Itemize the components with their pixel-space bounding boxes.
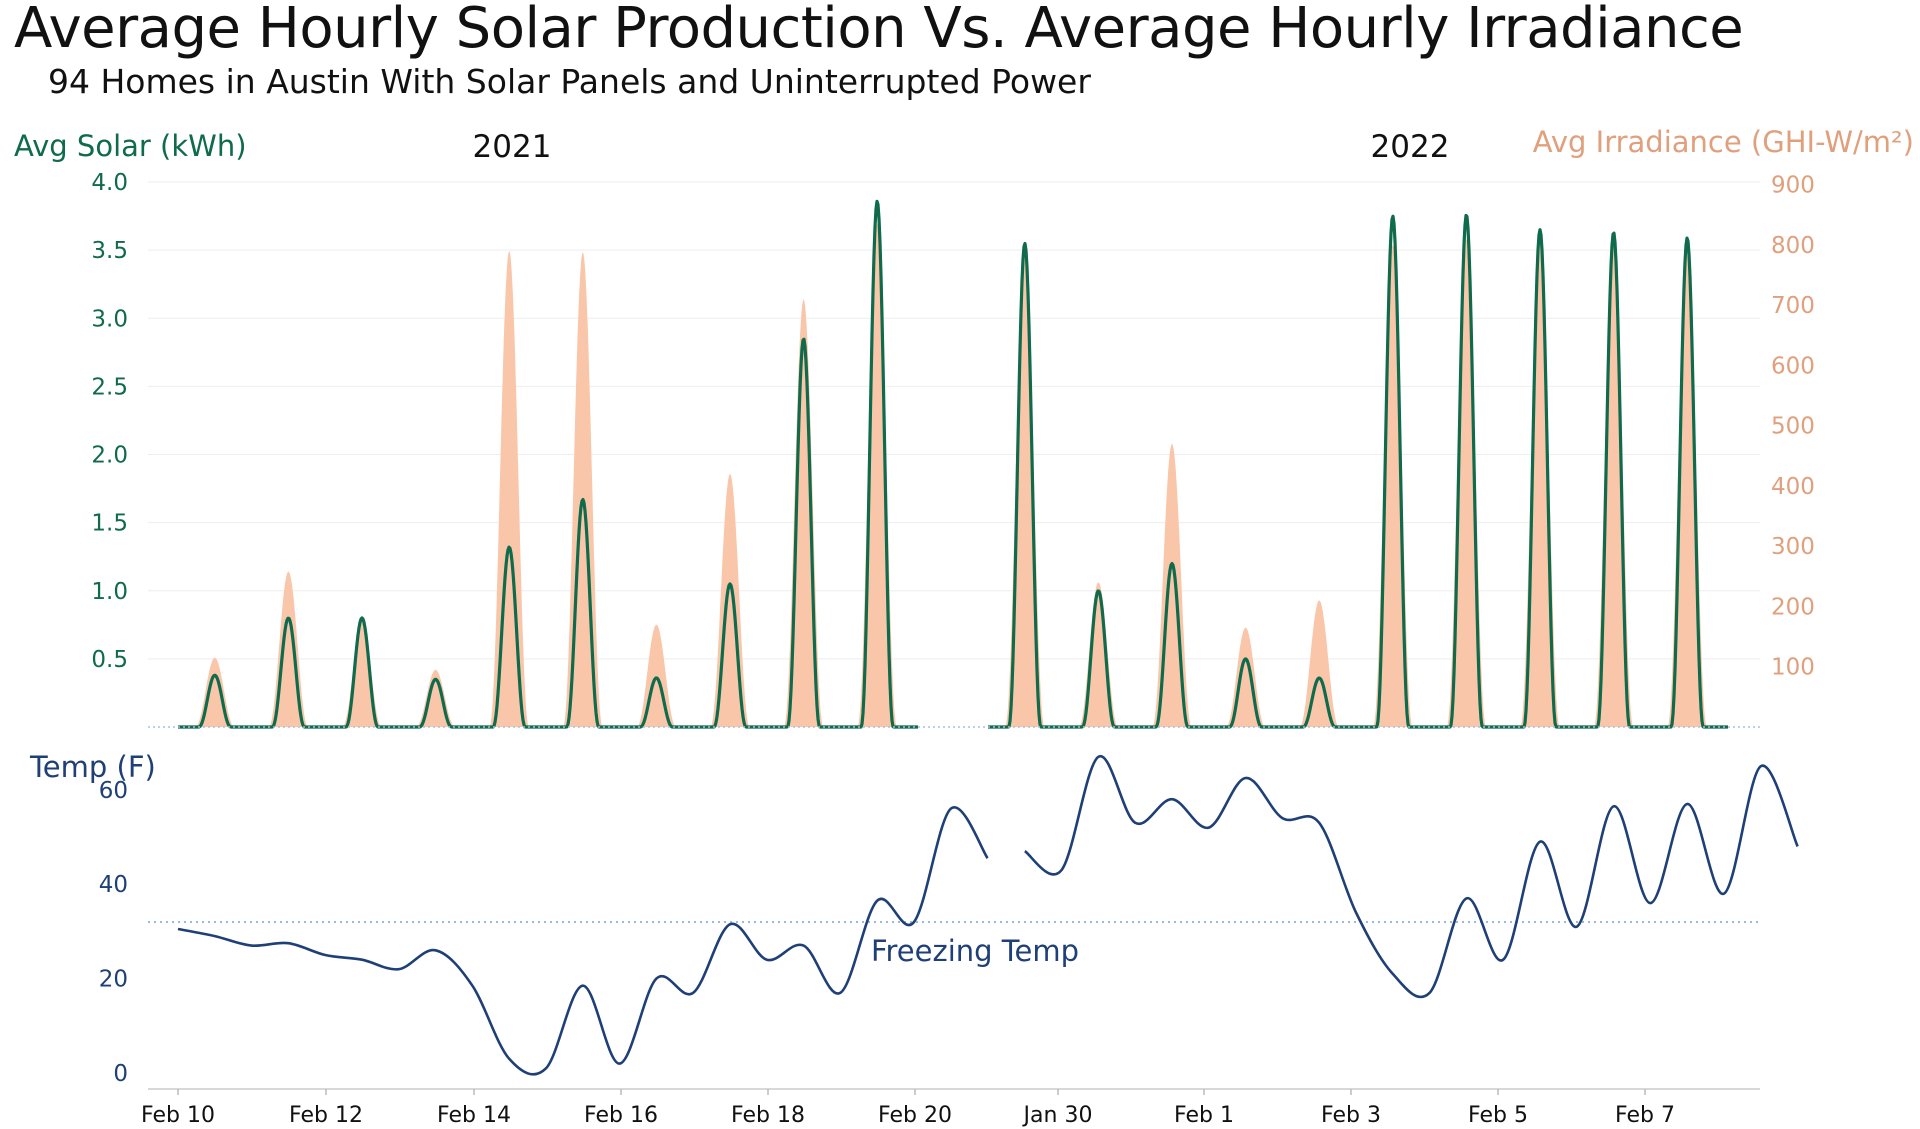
y-tick-label-solar: 1.0 bbox=[91, 579, 128, 605]
irradiance-area-2022-Feb-3 bbox=[1372, 245, 1413, 727]
x-tick-label: Feb 3 bbox=[1321, 1103, 1381, 1128]
x-tick-label: Feb 7 bbox=[1615, 1103, 1675, 1128]
y-tick-label-solar: 3.0 bbox=[91, 306, 128, 332]
y-axis-title-temp: Temp (F) bbox=[29, 750, 156, 784]
y-tick-label-solar: 2.5 bbox=[91, 374, 128, 400]
y-axis-title-solar: Avg Solar (kWh) bbox=[14, 129, 247, 163]
irradiance-area-2022-Jan-31 bbox=[1152, 443, 1192, 727]
x-tick-label: Feb 20 bbox=[878, 1103, 952, 1128]
irradiance-area-2022-Feb-5 bbox=[1520, 245, 1560, 727]
y-tick-label-solar: 0.5 bbox=[91, 647, 128, 673]
y-tick-label-irradiance: 400 bbox=[1771, 474, 1815, 500]
irradiance-area-2022-Jan-30 bbox=[1078, 582, 1119, 727]
period-label-2021: 2021 bbox=[473, 129, 552, 165]
solar-gridlines bbox=[148, 181, 1760, 660]
y-tick-label-irradiance: 900 bbox=[1771, 173, 1815, 199]
irradiance-area-2022-Feb-2 bbox=[1299, 600, 1340, 727]
y-tick-label-irradiance: 700 bbox=[1771, 293, 1815, 319]
irradiance-area-2021-Feb-15 bbox=[562, 252, 603, 727]
chart-title: Average Hourly Solar Production Vs. Aver… bbox=[14, 0, 1744, 61]
freezing-temp-label: Freezing Temp bbox=[871, 934, 1079, 968]
y-tick-label-irradiance: 800 bbox=[1771, 233, 1815, 259]
temp-line-2021 bbox=[177, 805, 989, 1076]
y-tick-label-irradiance: 600 bbox=[1771, 353, 1815, 379]
x-tick-label: Feb 10 bbox=[141, 1103, 215, 1128]
x-tick-label: Feb 14 bbox=[437, 1103, 511, 1128]
y-tick-label-temp: 0 bbox=[113, 1061, 128, 1087]
irradiance-area-2021-Feb-11 bbox=[268, 571, 309, 727]
x-tick-label: Feb 18 bbox=[731, 1103, 805, 1128]
solar-line-layer bbox=[177, 199, 1729, 729]
y-tick-label-irradiance: 300 bbox=[1771, 534, 1815, 560]
y-tick-label-solar: 1.5 bbox=[91, 511, 128, 537]
y-tick-label-solar: 4.0 bbox=[91, 170, 128, 196]
x-tick-label: Feb 16 bbox=[584, 1103, 658, 1128]
irradiance-area-2021-Feb-19 bbox=[857, 223, 898, 727]
irradiance-area-2021-Feb-17 bbox=[710, 473, 750, 727]
temperature-panel: Freezing Temp bbox=[148, 755, 1799, 1076]
y-tick-label-solar: 3.5 bbox=[91, 238, 128, 264]
y-tick-label-temp: 60 bbox=[99, 778, 128, 804]
y-tick-label-temp: 40 bbox=[99, 872, 128, 898]
chart-subtitle: 94 Homes in Austin With Solar Panels and… bbox=[48, 62, 1091, 101]
x-tick-label: Feb 12 bbox=[289, 1103, 363, 1128]
irradiance-area-2021-Feb-12 bbox=[342, 621, 382, 727]
irradiance-area-2022-Jan-29 bbox=[1004, 257, 1045, 727]
irradiance-area-2022-Feb-7 bbox=[1667, 245, 1708, 727]
irradiance-area-layer bbox=[194, 223, 1708, 727]
y-tick-label-irradiance: 100 bbox=[1771, 655, 1815, 681]
y-tick-label-temp: 20 bbox=[99, 967, 128, 993]
solar-axes: 0.5 1.0 1.5 2.0 2.5 3.0 3.5 4.0 100 200 300 400 500 6… bbox=[14, 125, 1914, 728]
irradiance-area-2021-Feb-18 bbox=[783, 299, 824, 727]
irradiance-area-2021-Feb-14 bbox=[489, 251, 530, 727]
irradiance-area-2021-Feb-16 bbox=[636, 624, 677, 727]
x-tick-label: Jan 30 bbox=[1022, 1103, 1093, 1128]
x-tick-label: Feb 1 bbox=[1174, 1103, 1234, 1128]
x-tick-label: Feb 5 bbox=[1468, 1103, 1528, 1128]
y-axis-title-irradiance: Avg Irradiance (GHI-W/m²) bbox=[1533, 125, 1914, 159]
period-label-2022: 2022 bbox=[1371, 129, 1450, 165]
irradiance-area-2022-Feb-6 bbox=[1593, 245, 1634, 727]
y-tick-label-irradiance: 500 bbox=[1771, 414, 1815, 440]
irradiance-area-2022-Feb-4 bbox=[1446, 239, 1487, 727]
y-tick-label-irradiance: 200 bbox=[1771, 594, 1815, 620]
y-tick-label-solar: 2.0 bbox=[91, 443, 128, 469]
temp-line-2022 bbox=[1023, 755, 1799, 999]
irradiance-area-2022-Feb-1 bbox=[1225, 627, 1266, 727]
irradiance-area-2021-Feb-10 bbox=[194, 657, 235, 727]
